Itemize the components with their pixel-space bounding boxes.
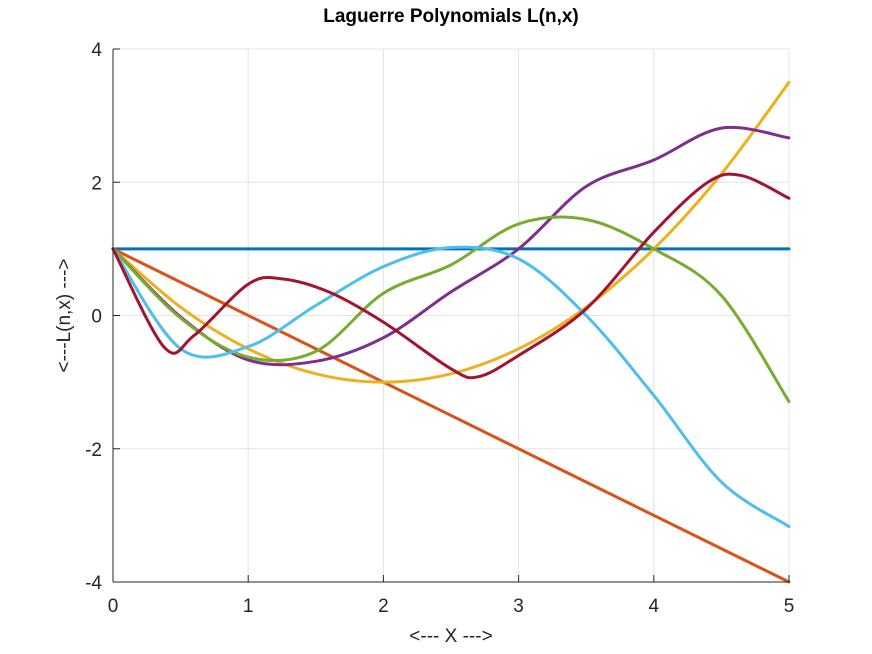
y-tick-label: 2 xyxy=(91,173,102,194)
axes xyxy=(112,48,790,583)
x-tick-label: 3 xyxy=(513,596,524,617)
series-line-n6 xyxy=(111,172,791,380)
x-axis-label: <--- X ---> xyxy=(409,626,492,647)
y-tick-label: 4 xyxy=(91,40,102,61)
y-tick-label: -4 xyxy=(85,573,102,594)
y-tick-label: 0 xyxy=(91,307,102,328)
x-tick-label: 2 xyxy=(378,596,389,617)
y-tick-label: -2 xyxy=(85,440,102,461)
x-tick-label: 4 xyxy=(649,596,660,617)
tick-labels: 0 1 2 3 4 5 -4 -2 0 2 4 xyxy=(85,40,794,617)
series-line-n5 xyxy=(111,245,791,528)
series-line-n4 xyxy=(111,215,791,404)
series-line-n1 xyxy=(111,247,791,584)
chart-title: Laguerre Polynomials L(n,x) xyxy=(323,6,579,27)
x-tick-label: 5 xyxy=(784,596,795,617)
x-tick-label: 0 xyxy=(108,596,119,617)
x-tick-label: 1 xyxy=(243,596,254,617)
series-line-n2 xyxy=(111,80,791,384)
y-axis-label: <---L(n,x) ---> xyxy=(54,259,75,373)
series-group xyxy=(111,80,791,584)
